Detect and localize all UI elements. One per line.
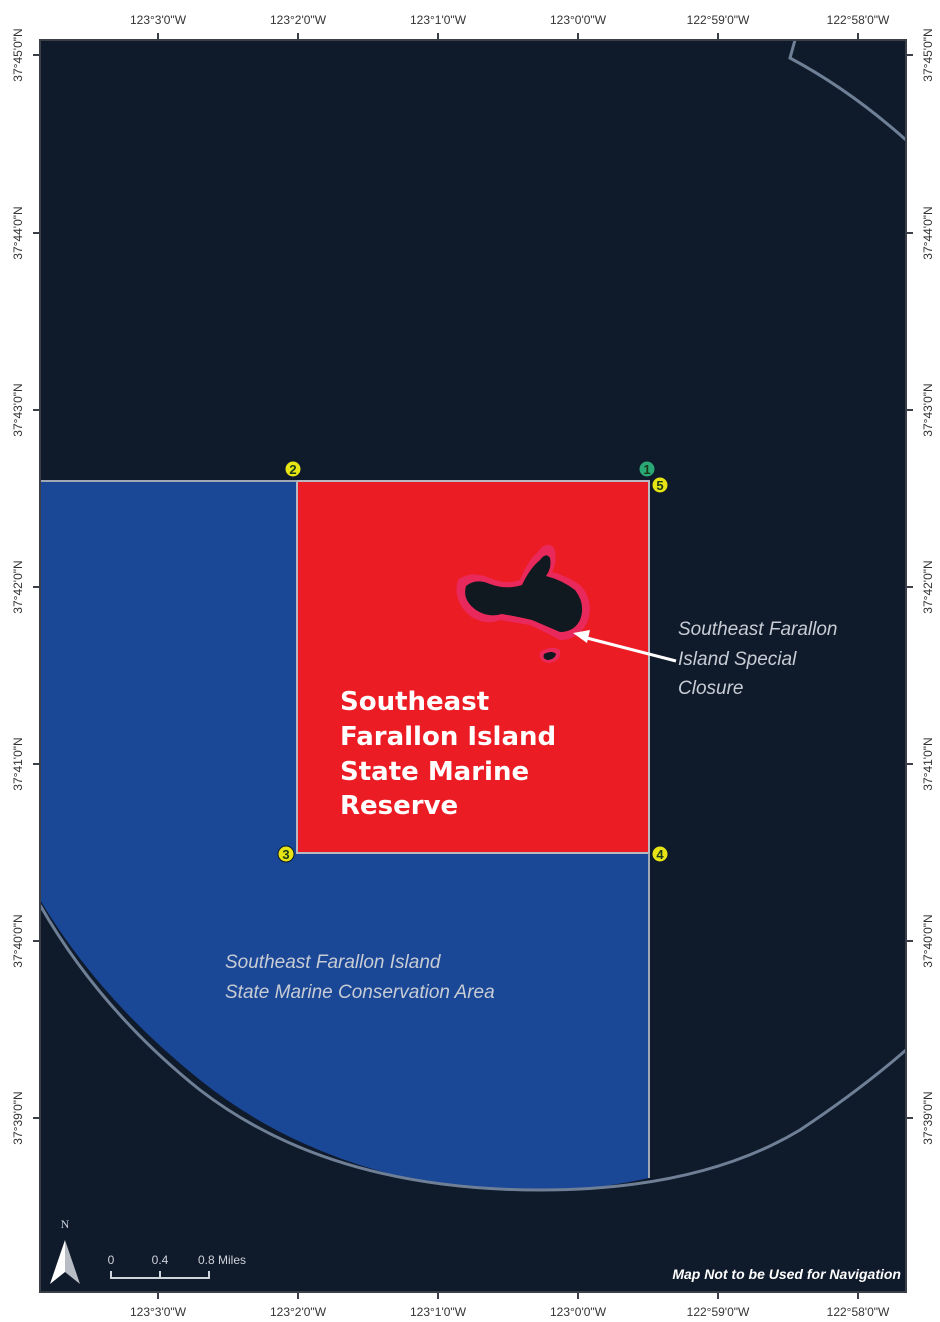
left-axis-label: 37°43'0"N [11,383,25,436]
svg-text:Closure: Closure [678,678,743,699]
southeast-farallon-island [465,555,583,660]
right-axis-labels: 37°45'0"N 37°44'0"N 37°43'0"N 37°42'0"N … [921,28,935,1144]
bottom-axis-label: 122°58'0"W [827,1305,890,1319]
boundary-curve-top [788,39,907,142]
svg-text:2: 2 [289,462,296,477]
boundary-marker-5: 5 [651,476,669,494]
left-axis-label: 37°42'0"N [11,560,25,613]
svg-text:Southeast Farallon: Southeast Farallon [678,619,838,640]
scale-bar: 0 0.4 0.8 Miles [108,1253,246,1279]
bottom-axis-labels: 123°3'0"W 123°2'0"W 123°1'0"W 123°0'0"W … [130,1305,890,1319]
svg-text:N: N [61,1217,70,1231]
boundary-marker-1: 1 [638,460,656,478]
bottom-axis-label: 122°59'0"W [687,1305,750,1319]
left-axis-label: 37°44'0"N [11,206,25,259]
svg-text:5: 5 [656,478,663,493]
marine-reserve-title: Southeast Farallon Island State Marine R… [340,687,556,821]
right-axis-label: 37°40'0"N [921,914,935,967]
left-axis-label: 37°40'0"N [11,914,25,967]
top-axis-label: 123°1'0"W [410,13,467,27]
right-axis-label: 37°43'0"N [921,383,935,436]
right-axis-label: 37°39'0"N [921,1091,935,1144]
left-axis-label: 37°45'0"N [11,28,25,81]
svg-text:Southeast Farallon Island: Southeast Farallon Island [225,952,442,973]
top-axis-label: 122°59'0"W [687,13,750,27]
scale-label: 0.4 [152,1253,169,1267]
special-closure-pointer [573,630,677,663]
north-arrow-icon: N [50,1217,80,1284]
map-frame [39,39,907,1293]
top-axis-label: 123°2'0"W [270,13,327,27]
bottom-axis-label: 123°1'0"W [410,1305,467,1319]
navigation-disclaimer: Map Not to be Used for Navigation [672,1266,901,1282]
top-axis-label: 122°58'0"W [827,13,890,27]
svg-text:1: 1 [643,462,650,477]
svg-text:Farallon Island: Farallon Island [340,722,556,752]
boundary-marker-4: 4 [651,845,669,863]
left-axis-label: 37°39'0"N [11,1091,25,1144]
scale-label: 0 [108,1253,115,1267]
bottom-axis-label: 123°0'0"W [550,1305,607,1319]
right-axis-label: 37°42'0"N [921,560,935,613]
svg-text:State Marine Conservation Area: State Marine Conservation Area [225,982,495,1003]
special-closure-label: Southeast Farallon Island Special Closur… [678,619,838,699]
svg-text:Island Special: Island Special [678,649,797,670]
top-axis-label: 123°3'0"W [130,13,187,27]
boundary-marker-2: 2 [284,460,302,478]
svg-text:Reserve: Reserve [340,791,458,821]
svg-text:Southeast: Southeast [340,687,489,717]
bottom-axis-label: 123°3'0"W [130,1305,187,1319]
svg-text:State Marine: State Marine [340,757,529,787]
boundary-marker-3: 3 [277,845,295,863]
top-axis-label: 123°0'0"W [550,13,607,27]
conservation-area-label: Southeast Farallon Island State Marine C… [225,952,495,1003]
svg-text:4: 4 [656,847,664,862]
marine-reserve-zone [296,480,650,854]
svg-text:3: 3 [282,847,289,862]
right-axis-label: 37°41'0"N [921,737,935,790]
tick-marks [33,33,913,1299]
bottom-axis-label: 123°2'0"W [270,1305,327,1319]
boundary-curve [38,904,907,1192]
right-axis-label: 37°44'0"N [921,206,935,259]
top-axis-labels: 123°3'0"W 123°2'0"W 123°1'0"W 123°0'0"W … [130,13,890,27]
left-axis-label: 37°41'0"N [11,737,25,790]
scale-label: 0.8 Miles [198,1253,246,1267]
right-axis-label: 37°45'0"N [921,28,935,81]
left-axis-labels: 37°45'0"N 37°44'0"N 37°43'0"N 37°42'0"N … [11,28,25,1144]
